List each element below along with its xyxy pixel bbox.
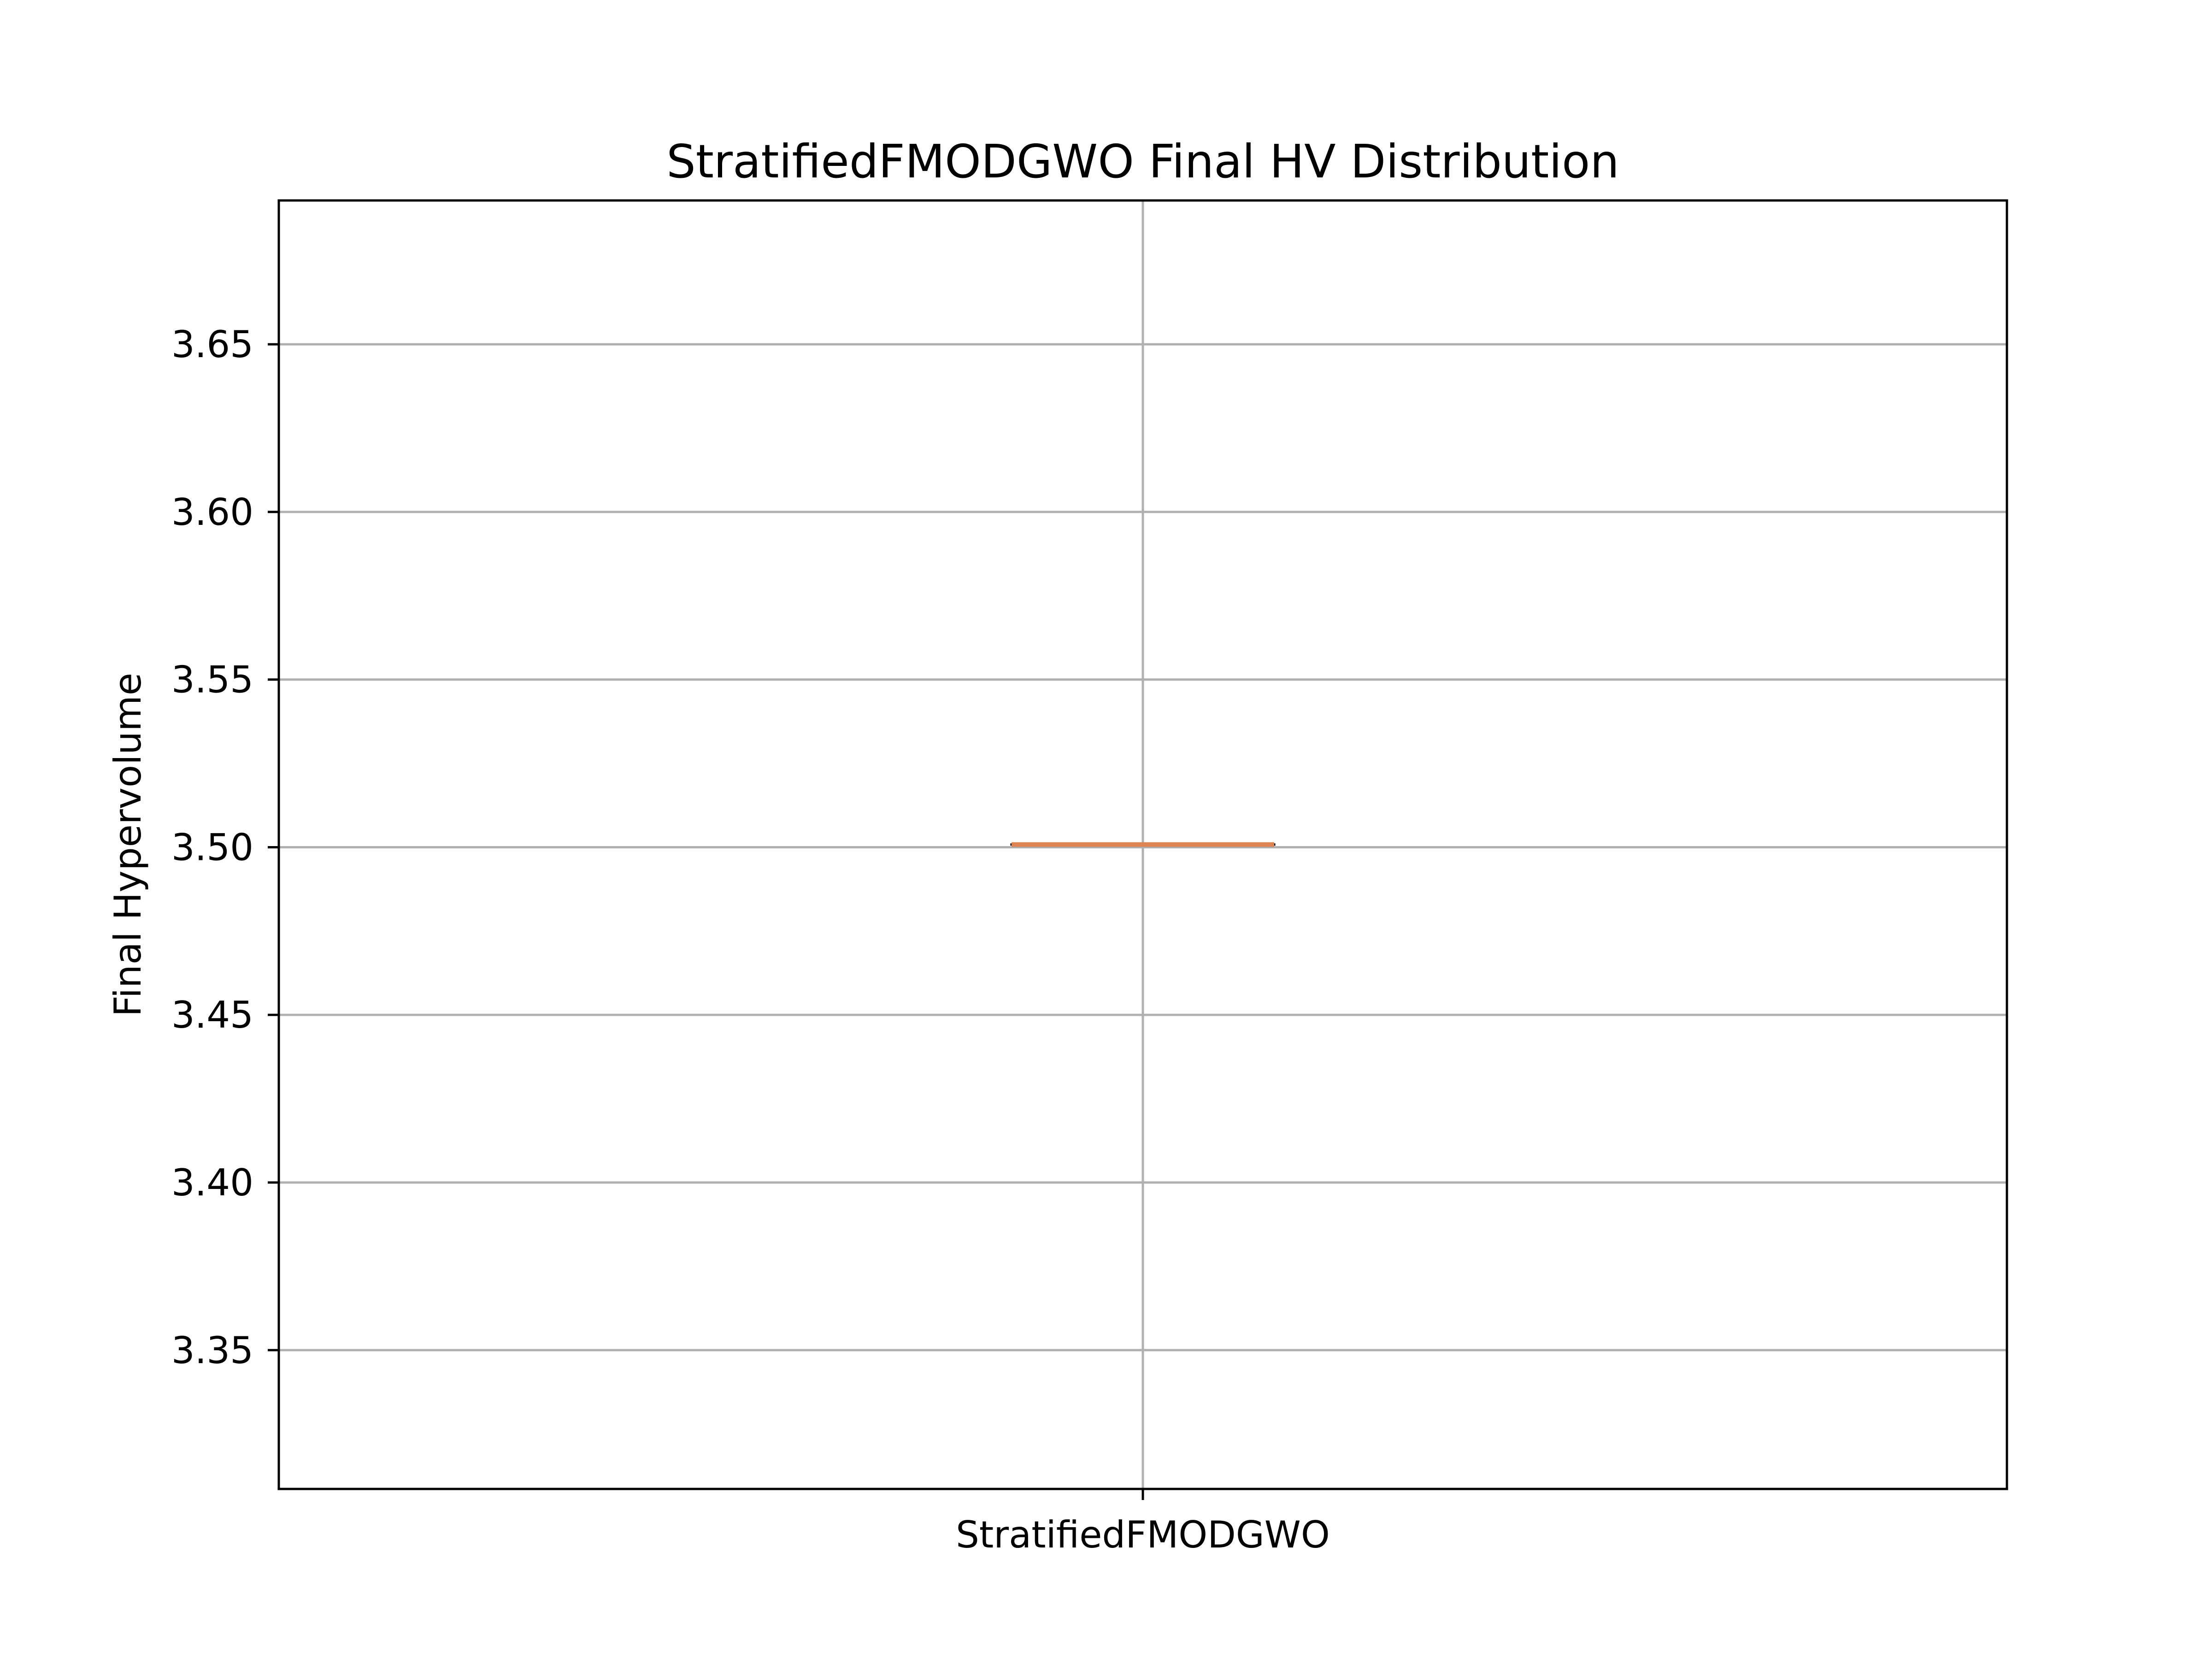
chart-title: StratifiedFMODGWO Final HV Distribution (666, 135, 1619, 188)
y-tick-label: 3.35 (171, 1329, 253, 1372)
y-tick-label: 3.50 (171, 826, 253, 869)
y-tick-label: 3.65 (171, 323, 253, 366)
y-axis-label: Final Hypervolume (106, 673, 149, 1017)
x-tick-label: StratifiedFMODGWO (956, 1513, 1330, 1556)
y-tick-label: 3.40 (171, 1161, 253, 1204)
y-tick-label: 3.60 (171, 491, 253, 534)
y-tick-label: 3.55 (171, 659, 253, 701)
grid-layer (279, 200, 2007, 1489)
y-tick-label: 3.45 (171, 994, 253, 1036)
ticks-layer: 3.35 3.40 3.45 3.50 3.55 3.60 3.65 StratifiedFM… (171, 323, 1330, 1556)
